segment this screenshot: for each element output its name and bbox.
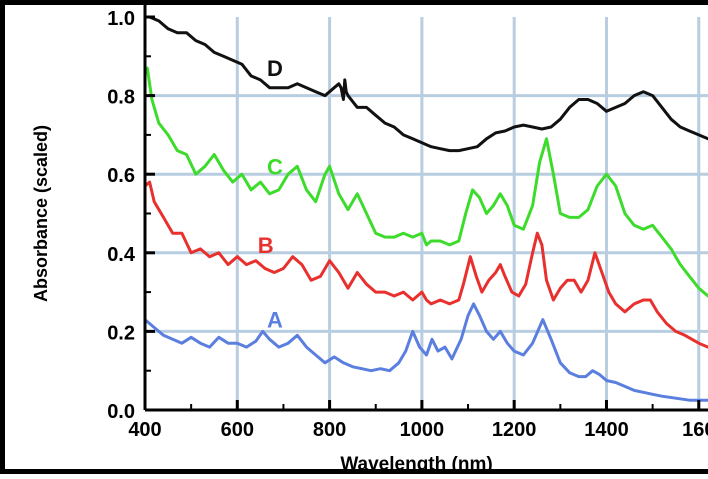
x-tick-label: 600: [221, 419, 254, 441]
y-tick-label: 0.6: [107, 165, 135, 187]
y-tick-label: 0.4: [107, 244, 136, 266]
series-label-d: D: [267, 56, 283, 81]
series-line-b: [143, 180, 708, 349]
grid-layer: [145, 17, 708, 410]
y-axis-title: Absorbance (scaled): [31, 125, 51, 302]
x-tick-label: 160: [682, 419, 708, 441]
series-line-d: [148, 15, 708, 153]
y-tick-label: 1.0: [107, 8, 135, 30]
x-tick-label: 1000: [400, 419, 445, 441]
x-tick-label: 800: [313, 419, 346, 441]
y-tick-label: 0.2: [107, 322, 135, 344]
series-label-a: A: [267, 308, 283, 333]
series-label-b: B: [258, 233, 274, 258]
x-tick-label: 1400: [584, 419, 629, 441]
series-line-c: [143, 66, 708, 298]
x-tick-label: 1200: [492, 419, 537, 441]
x-tick-label: 400: [128, 419, 161, 441]
y-tick-label: 0.8: [107, 87, 135, 109]
series-layer: [143, 15, 708, 402]
y-tick-label: 0.0: [107, 401, 135, 423]
label-layer: A B C D: [258, 56, 283, 333]
series-line-a: [143, 302, 708, 402]
series-label-c: C: [267, 154, 283, 179]
